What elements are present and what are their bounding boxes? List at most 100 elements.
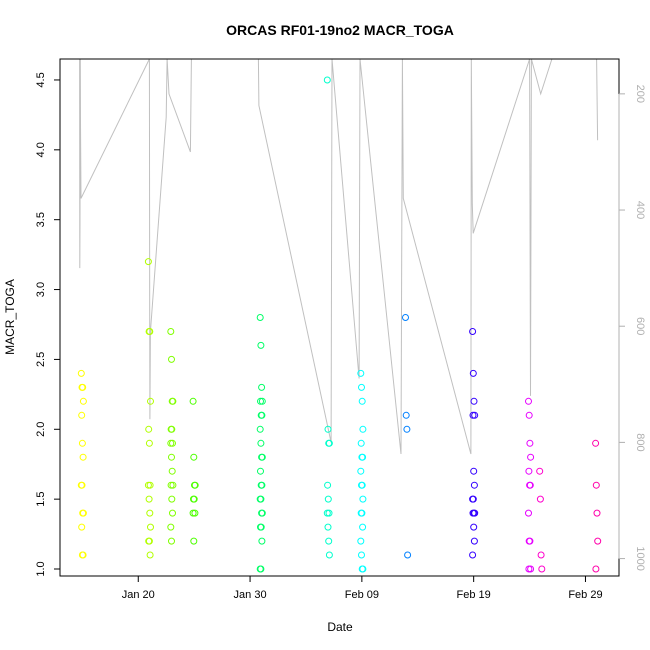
data-point xyxy=(78,411,86,419)
data-point xyxy=(145,495,153,503)
data-point xyxy=(324,425,332,433)
right-tick-label: 800 xyxy=(634,433,646,451)
y-tick-label: 4.5 xyxy=(35,72,47,87)
data-point xyxy=(358,509,366,517)
data-point xyxy=(469,495,477,503)
right-tick-label: 200 xyxy=(634,85,646,103)
data-point xyxy=(79,509,87,517)
data-point xyxy=(191,481,199,489)
data-point xyxy=(592,565,600,573)
data-point xyxy=(469,369,477,377)
data-point xyxy=(79,453,87,461)
data-point xyxy=(146,509,154,517)
data-point xyxy=(258,411,266,419)
data-point xyxy=(357,439,365,447)
data-point xyxy=(526,439,534,447)
data-point xyxy=(169,509,176,517)
data-point xyxy=(357,369,365,377)
data-point xyxy=(147,523,154,531)
data-point xyxy=(358,551,365,559)
data-point xyxy=(78,439,86,447)
data-point xyxy=(525,565,533,573)
data-point xyxy=(324,495,332,503)
right-tick-label: 400 xyxy=(634,201,646,219)
data-point xyxy=(256,314,264,321)
x-tick-label: Feb 29 xyxy=(568,589,602,601)
data-point xyxy=(358,481,366,489)
data-point xyxy=(538,565,546,573)
data-point xyxy=(190,453,198,461)
data-point xyxy=(525,467,533,475)
data-point xyxy=(145,439,153,447)
data-point xyxy=(357,467,365,475)
data-point xyxy=(592,439,600,447)
data-point xyxy=(325,537,333,545)
data-point xyxy=(257,341,265,349)
data-point xyxy=(168,453,175,461)
data-point xyxy=(592,481,600,489)
data-point xyxy=(167,481,175,489)
data-point xyxy=(402,411,410,419)
data-point xyxy=(79,383,87,391)
data-point xyxy=(258,509,266,517)
data-point xyxy=(145,537,153,545)
data-point xyxy=(168,355,175,363)
data-point xyxy=(146,328,154,335)
data-point xyxy=(258,481,266,489)
data-point xyxy=(189,509,197,517)
x-tick-label: Feb 19 xyxy=(457,589,491,601)
data-point xyxy=(593,509,601,517)
data-point xyxy=(79,551,87,559)
y-tick-label: 2.0 xyxy=(35,422,47,437)
data-point xyxy=(594,537,602,545)
data-point xyxy=(145,425,153,433)
data-point xyxy=(258,537,266,545)
right-tick-label: 1000 xyxy=(634,546,646,570)
data-point xyxy=(357,537,365,545)
data-point xyxy=(147,397,154,405)
data-point xyxy=(469,509,477,517)
data-point xyxy=(527,453,535,461)
data-point xyxy=(358,397,366,405)
data-point xyxy=(169,397,177,405)
data-point xyxy=(470,537,478,545)
data-point xyxy=(469,328,477,335)
data-point xyxy=(257,565,265,573)
data-point xyxy=(324,523,332,531)
data-point xyxy=(144,258,152,266)
data-point xyxy=(536,467,544,475)
data-point xyxy=(190,495,198,503)
data-point xyxy=(257,439,265,447)
chart-title: ORCAS RF01-19no2 MACR_TOGA xyxy=(226,22,454,38)
data-point xyxy=(167,328,175,335)
data-point xyxy=(168,495,176,503)
altitude-trace-line xyxy=(79,58,599,455)
x-tick-label: Jan 30 xyxy=(234,589,267,601)
data-point xyxy=(359,523,367,531)
data-point xyxy=(536,495,544,503)
y-tick-label: 3.5 xyxy=(35,212,47,227)
data-point xyxy=(258,453,266,461)
y-tick-label: 1.5 xyxy=(35,492,47,507)
data-point xyxy=(359,453,367,461)
data-point xyxy=(358,383,365,391)
data-point xyxy=(257,467,264,475)
y-tick-label: 2.5 xyxy=(35,352,47,367)
data-point xyxy=(359,565,367,573)
data-point xyxy=(324,481,332,489)
data-point xyxy=(323,76,331,84)
data-point xyxy=(526,537,534,545)
data-point xyxy=(144,481,152,489)
data-point xyxy=(525,397,532,405)
data-point xyxy=(79,397,87,405)
data-point xyxy=(325,439,333,447)
x-axis-label: Date xyxy=(327,620,353,634)
data-point xyxy=(257,397,264,405)
data-points-layer xyxy=(77,76,602,573)
x-tick-label: Feb 09 xyxy=(345,589,379,601)
data-point xyxy=(359,495,367,503)
y-tick-label: 3.0 xyxy=(35,282,47,297)
altitude-trace-layer xyxy=(79,58,599,455)
data-point xyxy=(469,411,477,419)
